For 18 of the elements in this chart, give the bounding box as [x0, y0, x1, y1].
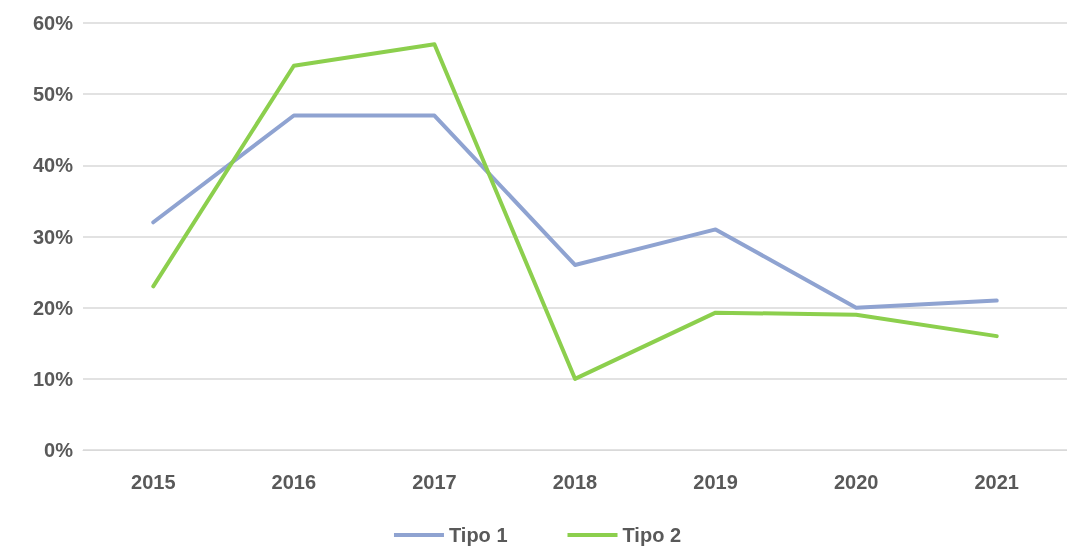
line-series: [151, 113, 999, 310]
x-tick-label: 2017: [412, 471, 457, 493]
legend-label: Tipo 2: [622, 524, 682, 546]
x-tick-label: 2018: [552, 471, 598, 493]
x-tick-label: 2021: [974, 471, 1019, 493]
y-tick-label: 10%: [32, 367, 74, 390]
y-tick-label: 0%: [44, 439, 74, 461]
y-tick-label: 60%: [32, 12, 74, 34]
x-tick-label: 2016: [271, 471, 317, 493]
x-tick-label: 2015: [131, 471, 176, 493]
x-tick-label: 2020: [833, 471, 879, 493]
y-tick-label: 30%: [32, 225, 74, 248]
y-tick-label: 40%: [32, 154, 74, 177]
y-tick-label: 20%: [32, 296, 74, 319]
line-series: [151, 42, 999, 381]
legend-label: Tipo 1: [448, 524, 508, 546]
x-tick-label: 2019: [693, 471, 738, 493]
y-tick-label: 50%: [32, 83, 74, 106]
